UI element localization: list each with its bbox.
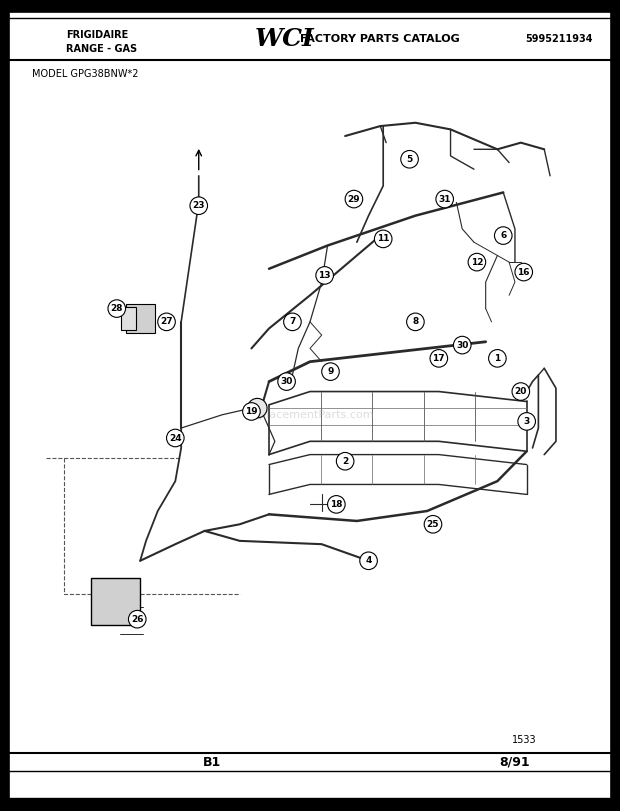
Text: 19: 19: [245, 407, 258, 416]
Text: 30: 30: [280, 377, 293, 386]
Circle shape: [374, 230, 392, 247]
Bar: [125, 304, 155, 333]
Circle shape: [345, 191, 363, 208]
Text: FACTORY PARTS CATALOG: FACTORY PARTS CATALOG: [300, 34, 460, 44]
Circle shape: [157, 313, 175, 331]
Circle shape: [518, 413, 536, 430]
Circle shape: [407, 313, 424, 331]
Text: 5995211934: 5995211934: [525, 34, 593, 44]
Circle shape: [322, 363, 339, 380]
Text: 26: 26: [131, 615, 143, 624]
Circle shape: [316, 267, 334, 284]
Circle shape: [337, 453, 354, 470]
Text: 16: 16: [518, 268, 530, 277]
Text: 31: 31: [438, 195, 451, 204]
Circle shape: [242, 403, 260, 420]
Circle shape: [436, 191, 453, 208]
Text: MODEL GPG38BNW*2: MODEL GPG38BNW*2: [32, 69, 138, 79]
Text: RANGE - GAS: RANGE - GAS: [66, 44, 137, 54]
Text: FRIGIDAIRE: FRIGIDAIRE: [66, 30, 128, 40]
Text: 13: 13: [319, 271, 331, 280]
Circle shape: [283, 313, 301, 331]
Circle shape: [430, 350, 448, 367]
Text: WCI: WCI: [254, 27, 314, 51]
Text: B1: B1: [203, 756, 221, 769]
Text: 9: 9: [327, 367, 334, 376]
Circle shape: [453, 337, 471, 354]
Circle shape: [167, 429, 184, 447]
Text: 7: 7: [290, 317, 296, 326]
Circle shape: [128, 611, 146, 628]
Text: 5: 5: [407, 155, 413, 164]
Text: 23: 23: [192, 201, 205, 210]
Text: 3: 3: [523, 417, 530, 426]
Circle shape: [515, 264, 533, 281]
Bar: [121, 307, 136, 330]
Circle shape: [489, 350, 506, 367]
Circle shape: [360, 552, 378, 569]
Circle shape: [247, 398, 267, 418]
Text: 1: 1: [494, 354, 500, 363]
Text: 12: 12: [471, 258, 483, 267]
Text: 20: 20: [515, 387, 527, 396]
Circle shape: [190, 197, 208, 214]
Circle shape: [424, 516, 442, 533]
Circle shape: [278, 373, 295, 390]
Text: 2: 2: [342, 457, 348, 466]
Text: 30: 30: [456, 341, 469, 350]
Text: ReplacementParts.com: ReplacementParts.com: [246, 410, 374, 420]
Text: 17: 17: [433, 354, 445, 363]
Text: 11: 11: [377, 234, 389, 243]
Text: 6: 6: [500, 231, 507, 240]
Text: 18: 18: [330, 500, 343, 508]
Text: 8: 8: [412, 317, 418, 326]
Text: 1533: 1533: [512, 735, 537, 744]
Circle shape: [327, 496, 345, 513]
Circle shape: [108, 300, 125, 317]
Circle shape: [468, 253, 485, 271]
Bar: [91, 577, 140, 624]
Circle shape: [495, 227, 512, 244]
Text: 24: 24: [169, 434, 182, 443]
Circle shape: [401, 151, 419, 168]
Text: 8/91: 8/91: [500, 756, 530, 769]
Circle shape: [512, 383, 529, 401]
Text: 27: 27: [160, 317, 173, 326]
Text: 29: 29: [348, 195, 360, 204]
Text: 28: 28: [110, 304, 123, 313]
Text: 25: 25: [427, 520, 439, 529]
Text: 4: 4: [365, 556, 372, 565]
